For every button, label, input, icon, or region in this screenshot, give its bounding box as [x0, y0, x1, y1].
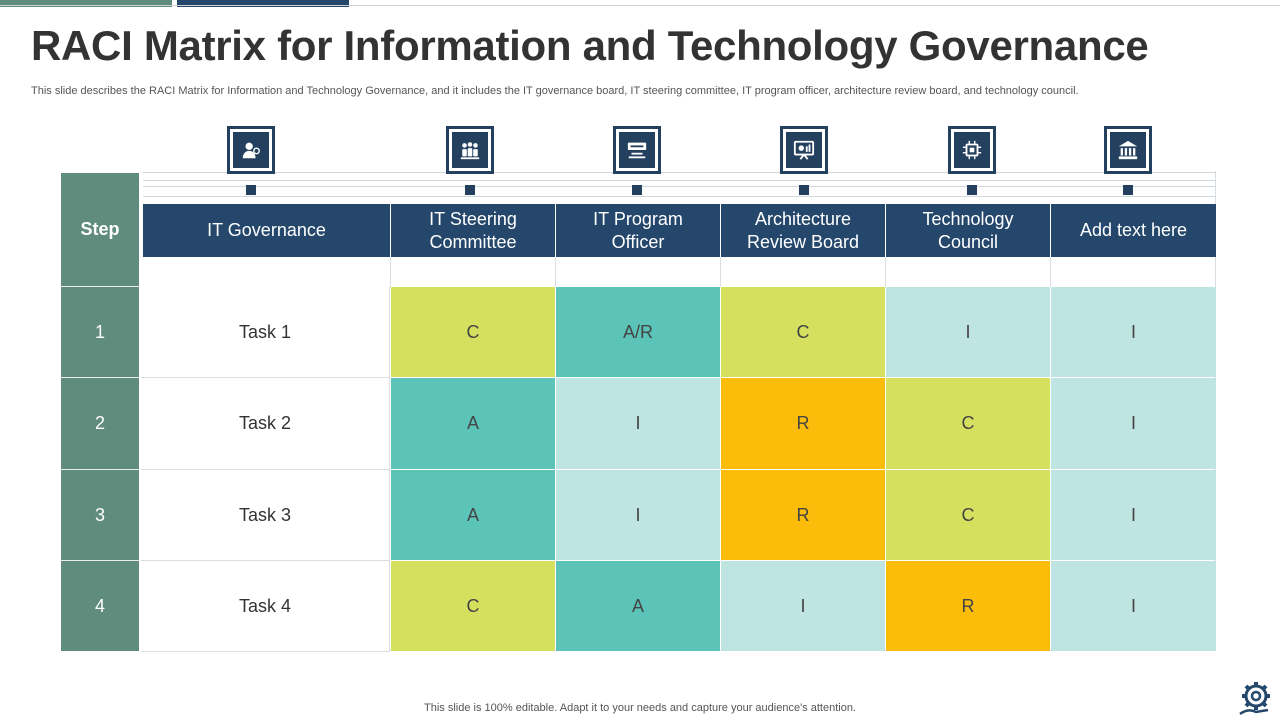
- team-icon: [452, 132, 488, 168]
- accent-bar-right: [177, 0, 349, 7]
- page-title: RACI Matrix for Information and Technolo…: [31, 22, 1149, 69]
- raci-cell: C: [391, 287, 555, 377]
- task-label: Task 1: [141, 287, 390, 378]
- footer-note: This slide is 100% editable. Adapt it to…: [424, 702, 856, 714]
- raci-cell: R: [886, 561, 1050, 651]
- top-divider: [0, 5, 1280, 6]
- column-header: Technology Council: [886, 204, 1050, 257]
- icon-connector: [1123, 185, 1133, 195]
- column-divider: [1050, 257, 1051, 287]
- column-divider: [555, 257, 556, 287]
- task-label: Task 3: [141, 470, 390, 561]
- column-icon-frame: [446, 126, 494, 174]
- header-guide-line: [143, 186, 1215, 187]
- task-label: Task 4: [141, 561, 390, 652]
- column-icon-frame: [780, 126, 828, 174]
- chip-icon: [954, 132, 990, 168]
- building-icon: [1110, 132, 1146, 168]
- raci-cell: A: [556, 561, 720, 651]
- column-divider: [390, 257, 391, 287]
- raci-cell: A: [391, 378, 555, 469]
- column-divider: [885, 257, 886, 287]
- column-header: IT Steering Committee: [391, 204, 555, 257]
- raci-cell: C: [721, 287, 885, 377]
- raci-cell: I: [1051, 561, 1216, 651]
- raci-cell: C: [886, 470, 1050, 560]
- step-number: 4: [61, 560, 139, 651]
- icon-connector: [465, 185, 475, 195]
- gear-icon: [1239, 682, 1270, 716]
- column-icon-frame: [1104, 126, 1152, 174]
- step-header: Step: [61, 173, 139, 286]
- monitor-icon: [619, 132, 655, 168]
- page-subtitle: This slide describes the RACI Matrix for…: [31, 85, 1079, 97]
- icon-connector: [246, 185, 256, 195]
- raci-cell: I: [1051, 470, 1216, 560]
- column-icon-frame: [948, 126, 996, 174]
- header-guide-line: [143, 196, 1215, 197]
- raci-cell: A: [391, 470, 555, 560]
- task-label: Task 2: [141, 378, 390, 470]
- column-header: Add text here: [1051, 204, 1216, 257]
- presentation-icon: [786, 132, 822, 168]
- step-number: 2: [61, 377, 139, 469]
- header-guide-line: [143, 180, 1215, 181]
- person-icon: [233, 132, 269, 168]
- raci-cell: C: [886, 378, 1050, 469]
- raci-cell: I: [1051, 378, 1216, 469]
- column-icon-frame: [227, 126, 275, 174]
- column-icon-frame: [613, 126, 661, 174]
- raci-cell: R: [721, 378, 885, 469]
- raci-cell: I: [1051, 287, 1216, 377]
- step-number: 3: [61, 469, 139, 560]
- column-header: IT Governance: [143, 204, 390, 257]
- raci-cell: I: [556, 470, 720, 560]
- accent-bar-left: [0, 0, 172, 7]
- raci-cell: I: [556, 378, 720, 469]
- column-header: IT Program Officer: [556, 204, 720, 257]
- column-header: Architecture Review Board: [721, 204, 885, 257]
- raci-cell: R: [721, 470, 885, 560]
- step-number: 1: [61, 286, 139, 377]
- icon-connector: [632, 185, 642, 195]
- icon-connector: [799, 185, 809, 195]
- raci-cell: A/R: [556, 287, 720, 377]
- raci-cell: I: [886, 287, 1050, 377]
- icon-connector: [967, 185, 977, 195]
- raci-cell: C: [391, 561, 555, 651]
- raci-cell: I: [721, 561, 885, 651]
- header-guide-line: [143, 172, 1215, 173]
- column-divider: [720, 257, 721, 287]
